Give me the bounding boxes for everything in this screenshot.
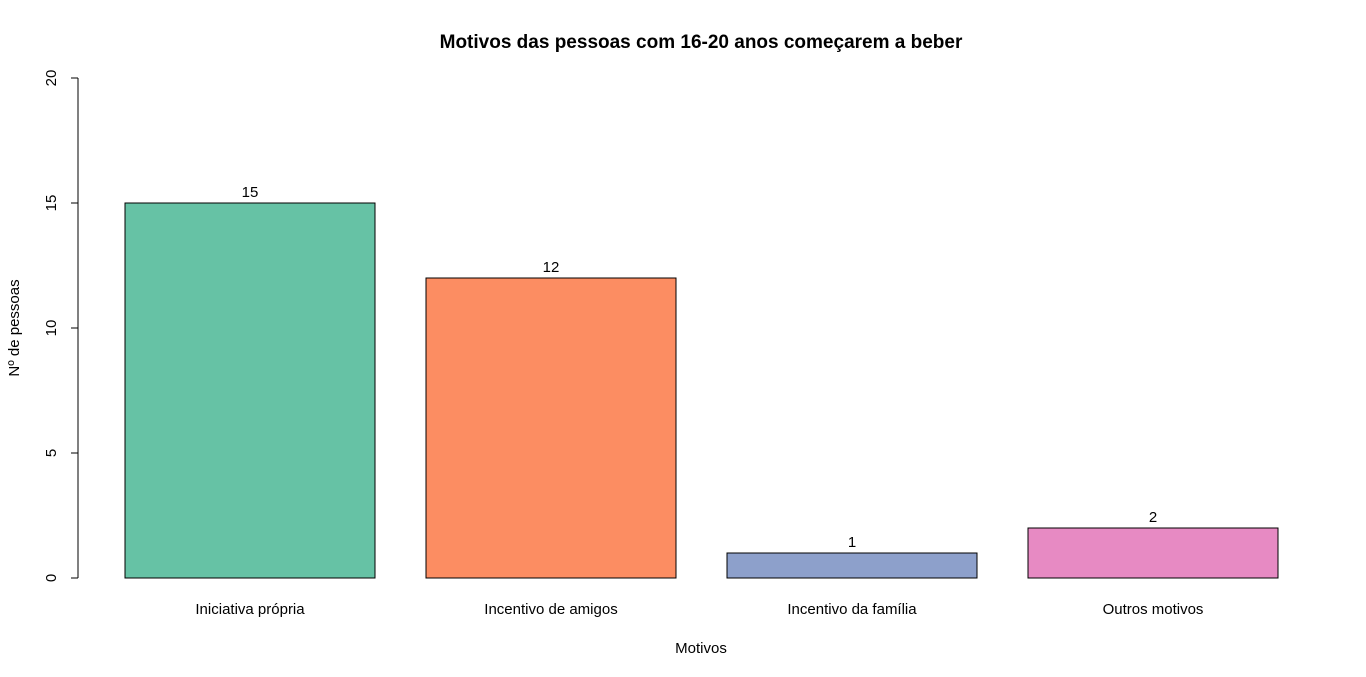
y-axis: 0 5 10 15 20 [43,70,79,582]
y-tick-label: 10 [43,320,60,337]
x-tick-label: Incentivo da família [787,601,917,618]
chart-title: Motivos das pessoas com 16-20 anos começ… [440,32,963,53]
data-label: 15 [242,184,259,201]
y-axis-label: Nº de pessoas [6,279,23,376]
y-tick-label: 20 [43,70,60,87]
bar [425,277,677,579]
bars [124,202,1279,579]
x-tick-label: Outros motivos [1103,601,1204,618]
x-tick-label: Incentivo de amigos [484,601,617,618]
bar [726,552,978,579]
y-tick-label: 0 [43,574,60,582]
bar [124,202,376,579]
data-label: 2 [1149,509,1157,526]
data-label: 1 [848,534,856,551]
y-tick-label: 15 [43,195,60,212]
x-axis-label: Motivos [675,640,727,657]
x-tick-label: Iniciativa própria [195,601,305,618]
category-labels: Iniciativa própria Incentivo de amigos Inc… [195,601,1203,618]
bar [1027,527,1279,579]
data-label: 12 [543,259,560,276]
y-tick-label: 5 [43,449,60,457]
